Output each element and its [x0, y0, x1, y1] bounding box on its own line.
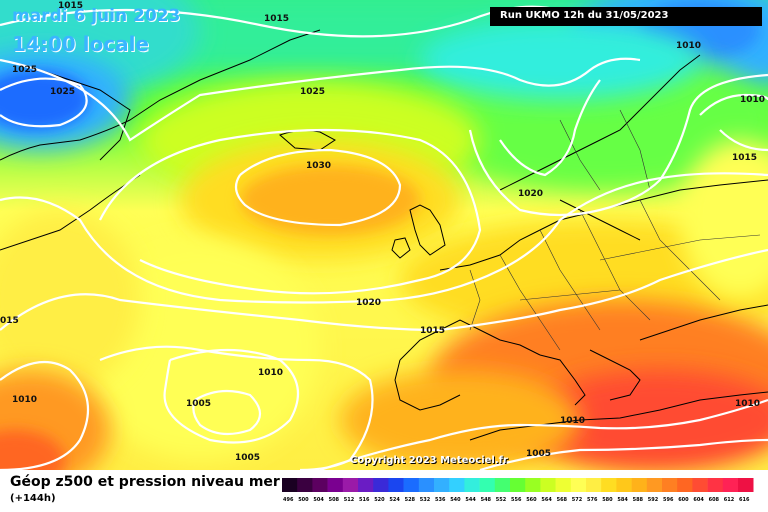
color-swatch: [722, 478, 739, 492]
isobar-label: 1020: [356, 298, 381, 308]
color-swatch: [570, 478, 587, 492]
color-scale-label: 552: [496, 497, 507, 503]
isobar-label: 1025: [50, 87, 75, 97]
color-swatch: [510, 478, 526, 492]
color-scale-label: 600: [678, 497, 689, 503]
color-scale-label: 548: [481, 497, 492, 503]
forecast-date: mardi 6 juin 2023: [12, 6, 181, 26]
color-swatch: [403, 478, 420, 492]
run-info: Run UKMO 12h du 31/05/2023: [500, 10, 669, 21]
isobars: [0, 5, 768, 470]
color-swatch: [540, 478, 556, 492]
isobar-label: 1010: [258, 368, 283, 378]
isobar-label: 015: [0, 316, 19, 326]
color-swatch: [631, 478, 648, 492]
color-scale-label: 544: [465, 497, 476, 503]
color-swatch: [707, 478, 724, 492]
color-swatch: [555, 478, 572, 492]
isobar-label: 1005: [235, 453, 260, 463]
color-scale-label: 560: [526, 497, 537, 503]
legend-subtitle: (+144h): [10, 493, 56, 504]
color-swatch: [434, 478, 450, 492]
color-scale-label: 516: [359, 497, 370, 503]
color-scale-label: 512: [344, 497, 355, 503]
color-scale-label: 556: [511, 497, 522, 503]
color-swatch: [312, 478, 328, 492]
color-swatch: [692, 478, 708, 492]
isobar-labels: 1015 1015 1025 1025 1025 1030 1020 1020 …: [0, 1, 765, 463]
color-swatch: [464, 478, 480, 492]
color-scale-label: 536: [435, 497, 446, 503]
run-info-box: [490, 7, 762, 26]
color-scale-label: 572: [572, 497, 583, 503]
copyright-notice: Copyright 2023 Meteociel.fr: [350, 455, 508, 466]
isobar-label: 1025: [12, 65, 37, 75]
country-borders: [469, 109, 761, 351]
color-scale-label: 584: [617, 497, 628, 503]
color-swatch: [388, 478, 404, 492]
color-swatch: [342, 478, 359, 492]
coastlines: [0, 29, 768, 441]
color-swatch: [677, 478, 693, 492]
color-scale-label: 580: [602, 497, 613, 503]
weather-map: 1015 1015 1025 1025 1025 1030 1020 1020 …: [0, 0, 768, 470]
isobar-label: 1005: [186, 399, 211, 409]
color-swatch: [586, 478, 602, 492]
color-scale-label: 612: [724, 497, 735, 503]
isobar-label: 1010: [12, 395, 37, 405]
color-scale-label: 532: [420, 497, 431, 503]
isobar-label: 1015: [420, 326, 445, 336]
color-swatch: [494, 478, 511, 492]
isobar-label: 1015: [732, 153, 757, 163]
color-scale-label: 596: [663, 497, 674, 503]
isobar-label: 1005: [526, 449, 551, 459]
color-scale-label: 500: [298, 497, 309, 503]
color-scale-label: 528: [405, 497, 416, 503]
color-swatch: [525, 478, 541, 492]
forecast-time: 14:00 locale: [12, 32, 149, 56]
isobar-label: 1020: [518, 189, 543, 199]
color-swatch: [449, 478, 465, 492]
isobar-label: 1015: [264, 14, 289, 24]
color-scale-label: 520: [374, 497, 385, 503]
color-swatch: [358, 478, 374, 492]
color-scale-label: 564: [541, 497, 552, 503]
color-swatch: [327, 478, 344, 492]
color-scale-label: 608: [709, 497, 720, 503]
color-scale-label: 588: [633, 497, 644, 503]
color-swatch: [662, 478, 678, 492]
isobar-label: 1015: [58, 1, 83, 11]
color-scale-label: 604: [693, 497, 704, 503]
color-swatch: [297, 478, 313, 492]
color-swatch: [646, 478, 663, 492]
color-scale-label: 540: [450, 497, 461, 503]
isobar-label: 1010: [676, 41, 701, 51]
color-scale-label: 504: [313, 497, 324, 503]
color-scale-label: 524: [389, 497, 400, 503]
color-swatch: [418, 478, 435, 492]
color-scale-label: 508: [329, 497, 340, 503]
isobar-label: 1010: [735, 399, 760, 409]
color-scale-label: 576: [587, 497, 598, 503]
legend-title: Géop z500 et pression niveau mer: [10, 474, 280, 490]
color-scale: 496 500 504 508 512 516 520 524 528 532 536 540 544 5…: [282, 478, 754, 503]
color-swatch: [738, 478, 754, 492]
color-scale-label: 616: [739, 497, 750, 503]
isobar-label: 1025: [300, 87, 325, 97]
color-scale-label: 568: [557, 497, 568, 503]
color-swatch: [479, 478, 496, 492]
isobar-label: 1010: [740, 95, 765, 105]
color-swatch: [601, 478, 617, 492]
color-scale-label: 496: [283, 497, 294, 503]
color-scale-label: 592: [648, 497, 659, 503]
color-swatch: [616, 478, 632, 492]
color-swatch: [282, 478, 298, 492]
color-swatch: [373, 478, 389, 492]
isobar-label: 1010: [560, 416, 585, 426]
isobar-label: 1030: [306, 161, 331, 171]
